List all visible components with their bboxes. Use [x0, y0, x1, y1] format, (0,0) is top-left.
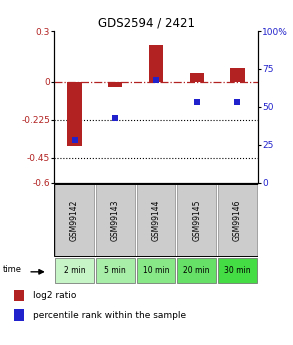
Point [113, 115, 118, 120]
Text: percentile rank within the sample: percentile rank within the sample [33, 310, 186, 319]
Text: GSM99144: GSM99144 [151, 199, 161, 241]
Text: 2 min: 2 min [64, 266, 85, 275]
Text: GSM99142: GSM99142 [70, 199, 79, 240]
Bar [137, 258, 176, 283]
Bar [230, 68, 245, 82]
Bar [218, 258, 257, 283]
Bar [149, 45, 163, 82]
Text: 10 min: 10 min [143, 266, 169, 275]
Bar [177, 184, 216, 256]
Text: 5 min: 5 min [104, 266, 126, 275]
Bar [177, 258, 216, 283]
Point [154, 77, 159, 82]
Text: 30 min: 30 min [224, 266, 251, 275]
Text: log2 ratio: log2 ratio [33, 291, 76, 300]
Text: time: time [3, 265, 22, 274]
Bar [14, 290, 24, 301]
Point [72, 138, 77, 143]
Bar [55, 258, 94, 283]
Bar [14, 309, 24, 321]
Bar [55, 184, 94, 256]
Text: 20 min: 20 min [183, 266, 210, 275]
Bar [190, 73, 204, 82]
Bar [137, 184, 176, 256]
Bar [218, 184, 257, 256]
Bar [96, 184, 135, 256]
Bar [108, 82, 122, 87]
Text: GDS2594 / 2421: GDS2594 / 2421 [98, 16, 195, 29]
Point [235, 100, 240, 105]
Bar [67, 82, 82, 146]
Text: GSM99143: GSM99143 [111, 199, 120, 241]
Bar [96, 258, 135, 283]
Text: GSM99146: GSM99146 [233, 199, 242, 241]
Text: GSM99145: GSM99145 [192, 199, 201, 241]
Bar [54, 184, 258, 256]
Point [195, 100, 199, 105]
